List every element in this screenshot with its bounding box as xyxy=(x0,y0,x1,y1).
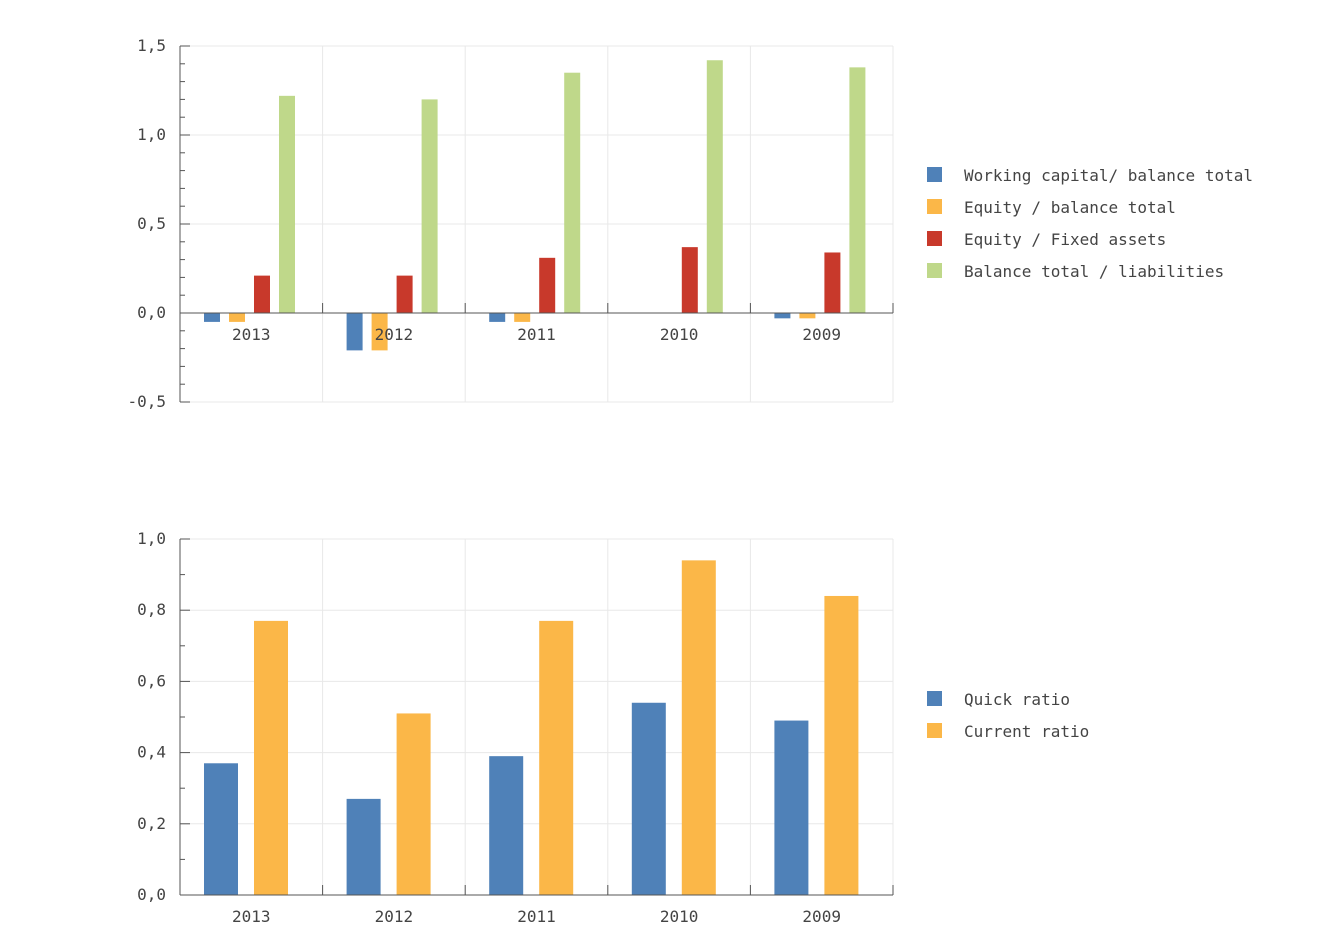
x-tick-label: 2013 xyxy=(232,325,271,344)
bar-equity-balance-total-2012 xyxy=(371,313,388,351)
legend-swatch xyxy=(927,167,942,182)
bar-equity-fixed-assets-2012 xyxy=(396,275,413,313)
bar-balance-total-liabilities-2010 xyxy=(706,60,723,313)
bar-balance-total-liabilities-2009 xyxy=(849,67,866,313)
bar-quick-ratio-2012 xyxy=(346,798,381,895)
x-tick-label: 2010 xyxy=(660,325,699,344)
legend-label: Equity / balance total xyxy=(964,198,1176,217)
chart-2: 0,0 0,2 0,4 0,6 0,8 1,0 2013 2012 2011 2010 2009 Qu… xyxy=(137,529,1089,926)
legend-swatch xyxy=(927,263,942,278)
y-tick-label: 1,0 xyxy=(137,529,166,548)
bar-current-ratio-2010 xyxy=(681,560,716,895)
bar-current-ratio-2011 xyxy=(539,620,574,895)
bar-working-capital-balance-total-2012 xyxy=(346,313,363,351)
y-tick-label: 0,8 xyxy=(137,600,166,619)
legend-label: Balance total / liabilities xyxy=(964,262,1224,281)
bar-quick-ratio-2010 xyxy=(631,702,666,895)
x-tick-label: 2009 xyxy=(802,325,841,344)
y-tick-label: 0,5 xyxy=(137,214,166,233)
bar-current-ratio-2009 xyxy=(824,595,859,895)
bar-working-capital-balance-total-2011 xyxy=(489,313,506,322)
bar-current-ratio-2012 xyxy=(396,713,431,895)
bar-balance-total-liabilities-2013 xyxy=(279,95,295,313)
x-tick-label: 2009 xyxy=(802,907,841,926)
legend-label: Quick ratio xyxy=(964,690,1070,709)
y-tick-label: 0,0 xyxy=(137,303,166,322)
x-tick-label: 2012 xyxy=(375,907,414,926)
bar-equity-fixed-assets-2009 xyxy=(824,252,841,313)
x-tick-label: 2012 xyxy=(375,325,414,344)
bar-quick-ratio-2009 xyxy=(774,720,809,895)
bar-equity-fixed-assets-2011 xyxy=(539,257,556,313)
bar-equity-balance-total-2009 xyxy=(799,313,816,319)
legend-swatch xyxy=(927,199,942,214)
legend-label: Working capital/ balance total xyxy=(964,166,1253,185)
chart-1: -0,5 0,0 0,5 1,0 1,5 2013 2012 2011 2010 2009 Work… xyxy=(127,36,1253,411)
legend-label: Equity / Fixed assets xyxy=(964,230,1166,249)
x-tick-label: 2010 xyxy=(660,907,699,926)
legend-swatch xyxy=(927,691,942,706)
x-tick-label: 2011 xyxy=(517,325,556,344)
bar-current-ratio-2013 xyxy=(254,620,288,895)
bar-equity-fixed-assets-2010 xyxy=(681,247,698,313)
legend-label: Current ratio xyxy=(964,722,1089,741)
y-tick-label: 1,0 xyxy=(137,125,166,144)
y-tick-label: 0,4 xyxy=(137,743,166,762)
legend-swatch xyxy=(927,231,942,246)
bar-equity-fixed-assets-2013 xyxy=(254,275,270,313)
bar-equity-balance-total-2013 xyxy=(229,313,245,322)
y-tick-label: 0,0 xyxy=(137,885,166,904)
x-tick-label: 2011 xyxy=(517,907,556,926)
bar-working-capital-balance-total-2009 xyxy=(774,313,791,319)
bar-quick-ratio-2011 xyxy=(489,756,524,895)
y-tick-label: 0,2 xyxy=(137,814,166,833)
bar-balance-total-liabilities-2011 xyxy=(564,72,581,313)
bar-quick-ratio-2013 xyxy=(204,763,238,895)
bar-working-capital-balance-total-2013 xyxy=(204,313,220,322)
bar-equity-balance-total-2011 xyxy=(514,313,531,322)
y-tick-label: 1,5 xyxy=(137,36,166,55)
x-tick-label: 2013 xyxy=(232,907,271,926)
y-tick-label: 0,6 xyxy=(137,671,166,690)
bar-balance-total-liabilities-2012 xyxy=(421,99,438,314)
y-tick-label: -0,5 xyxy=(127,392,166,411)
legend-swatch xyxy=(927,723,942,738)
